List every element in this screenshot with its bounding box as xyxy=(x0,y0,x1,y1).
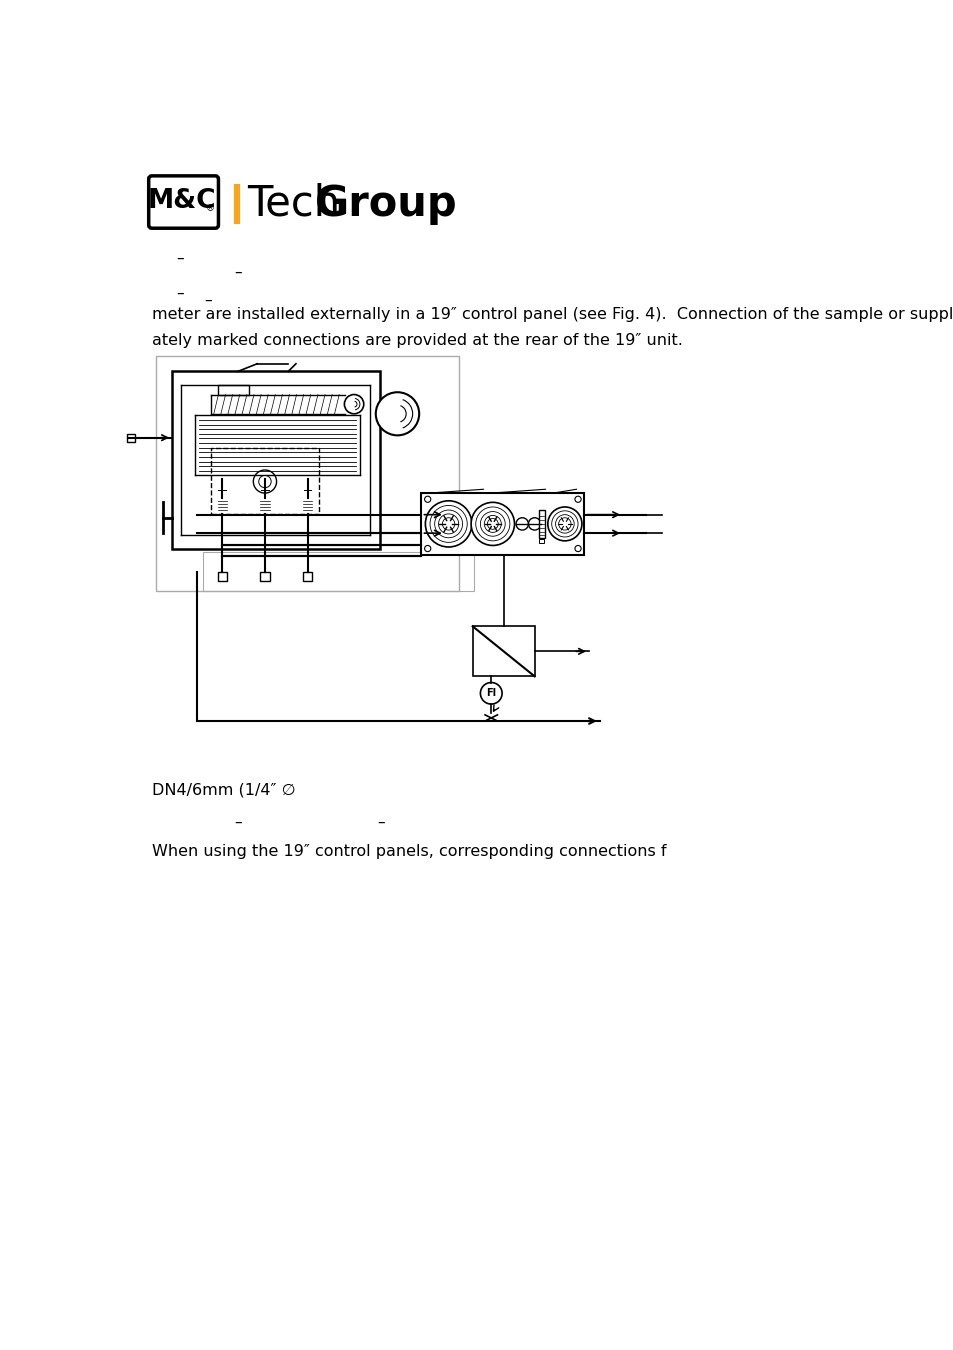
Circle shape xyxy=(375,393,418,435)
Circle shape xyxy=(528,518,540,531)
Bar xyxy=(259,479,270,501)
Circle shape xyxy=(430,505,467,543)
Bar xyxy=(211,448,319,514)
Circle shape xyxy=(575,497,580,502)
Circle shape xyxy=(435,510,462,537)
Text: –: – xyxy=(233,815,241,830)
Text: –: – xyxy=(377,815,385,830)
Circle shape xyxy=(551,510,578,537)
Text: –: – xyxy=(204,293,212,308)
Bar xyxy=(259,498,270,514)
Circle shape xyxy=(303,483,311,491)
Circle shape xyxy=(487,518,497,529)
Text: –: – xyxy=(175,285,183,301)
Circle shape xyxy=(438,514,458,533)
Circle shape xyxy=(218,483,226,491)
Text: When using the 19″ control panels, corresponding connections f: When using the 19″ control panels, corre… xyxy=(152,844,665,859)
Circle shape xyxy=(424,545,431,552)
Circle shape xyxy=(344,394,363,414)
Circle shape xyxy=(516,518,528,531)
Bar xyxy=(216,479,228,501)
Circle shape xyxy=(253,470,276,493)
Bar xyxy=(172,371,379,548)
Bar xyxy=(303,571,312,580)
Bar xyxy=(538,539,543,543)
Text: M&C: M&C xyxy=(148,188,216,213)
Text: ®: ® xyxy=(206,204,215,213)
Bar xyxy=(260,571,270,580)
Text: Group: Group xyxy=(314,182,456,224)
Bar xyxy=(216,498,228,514)
Circle shape xyxy=(480,683,501,705)
Bar xyxy=(203,552,474,591)
Circle shape xyxy=(442,518,455,531)
Bar xyxy=(537,510,544,537)
Text: ately marked connections are provided at the rear of the 19″ unit.: ately marked connections are provided at… xyxy=(152,333,682,348)
Circle shape xyxy=(575,545,580,552)
Text: DN4/6mm (1/4″ ∅: DN4/6mm (1/4″ ∅ xyxy=(152,782,295,796)
Text: –: – xyxy=(233,265,241,279)
Circle shape xyxy=(484,516,500,532)
Circle shape xyxy=(476,508,509,541)
Circle shape xyxy=(258,475,271,487)
Text: FI: FI xyxy=(486,688,496,698)
Circle shape xyxy=(480,512,505,536)
FancyBboxPatch shape xyxy=(149,176,218,228)
Text: Tech: Tech xyxy=(247,182,340,224)
Circle shape xyxy=(555,514,574,533)
Bar xyxy=(302,498,313,514)
Bar xyxy=(217,571,227,580)
Circle shape xyxy=(261,483,269,491)
Circle shape xyxy=(471,502,514,545)
Text: –: – xyxy=(175,251,183,266)
Circle shape xyxy=(425,501,472,547)
Bar xyxy=(127,433,134,441)
Bar xyxy=(302,479,313,501)
Bar xyxy=(218,385,249,394)
Circle shape xyxy=(424,497,431,502)
Circle shape xyxy=(558,518,571,531)
Bar xyxy=(472,626,534,676)
Text: meter are installed externally in a 19″ control panel (see Fig. 4).  Connection : meter are installed externally in a 19″ … xyxy=(152,306,953,321)
Bar xyxy=(156,356,458,591)
Circle shape xyxy=(547,508,581,541)
Bar xyxy=(421,493,583,555)
